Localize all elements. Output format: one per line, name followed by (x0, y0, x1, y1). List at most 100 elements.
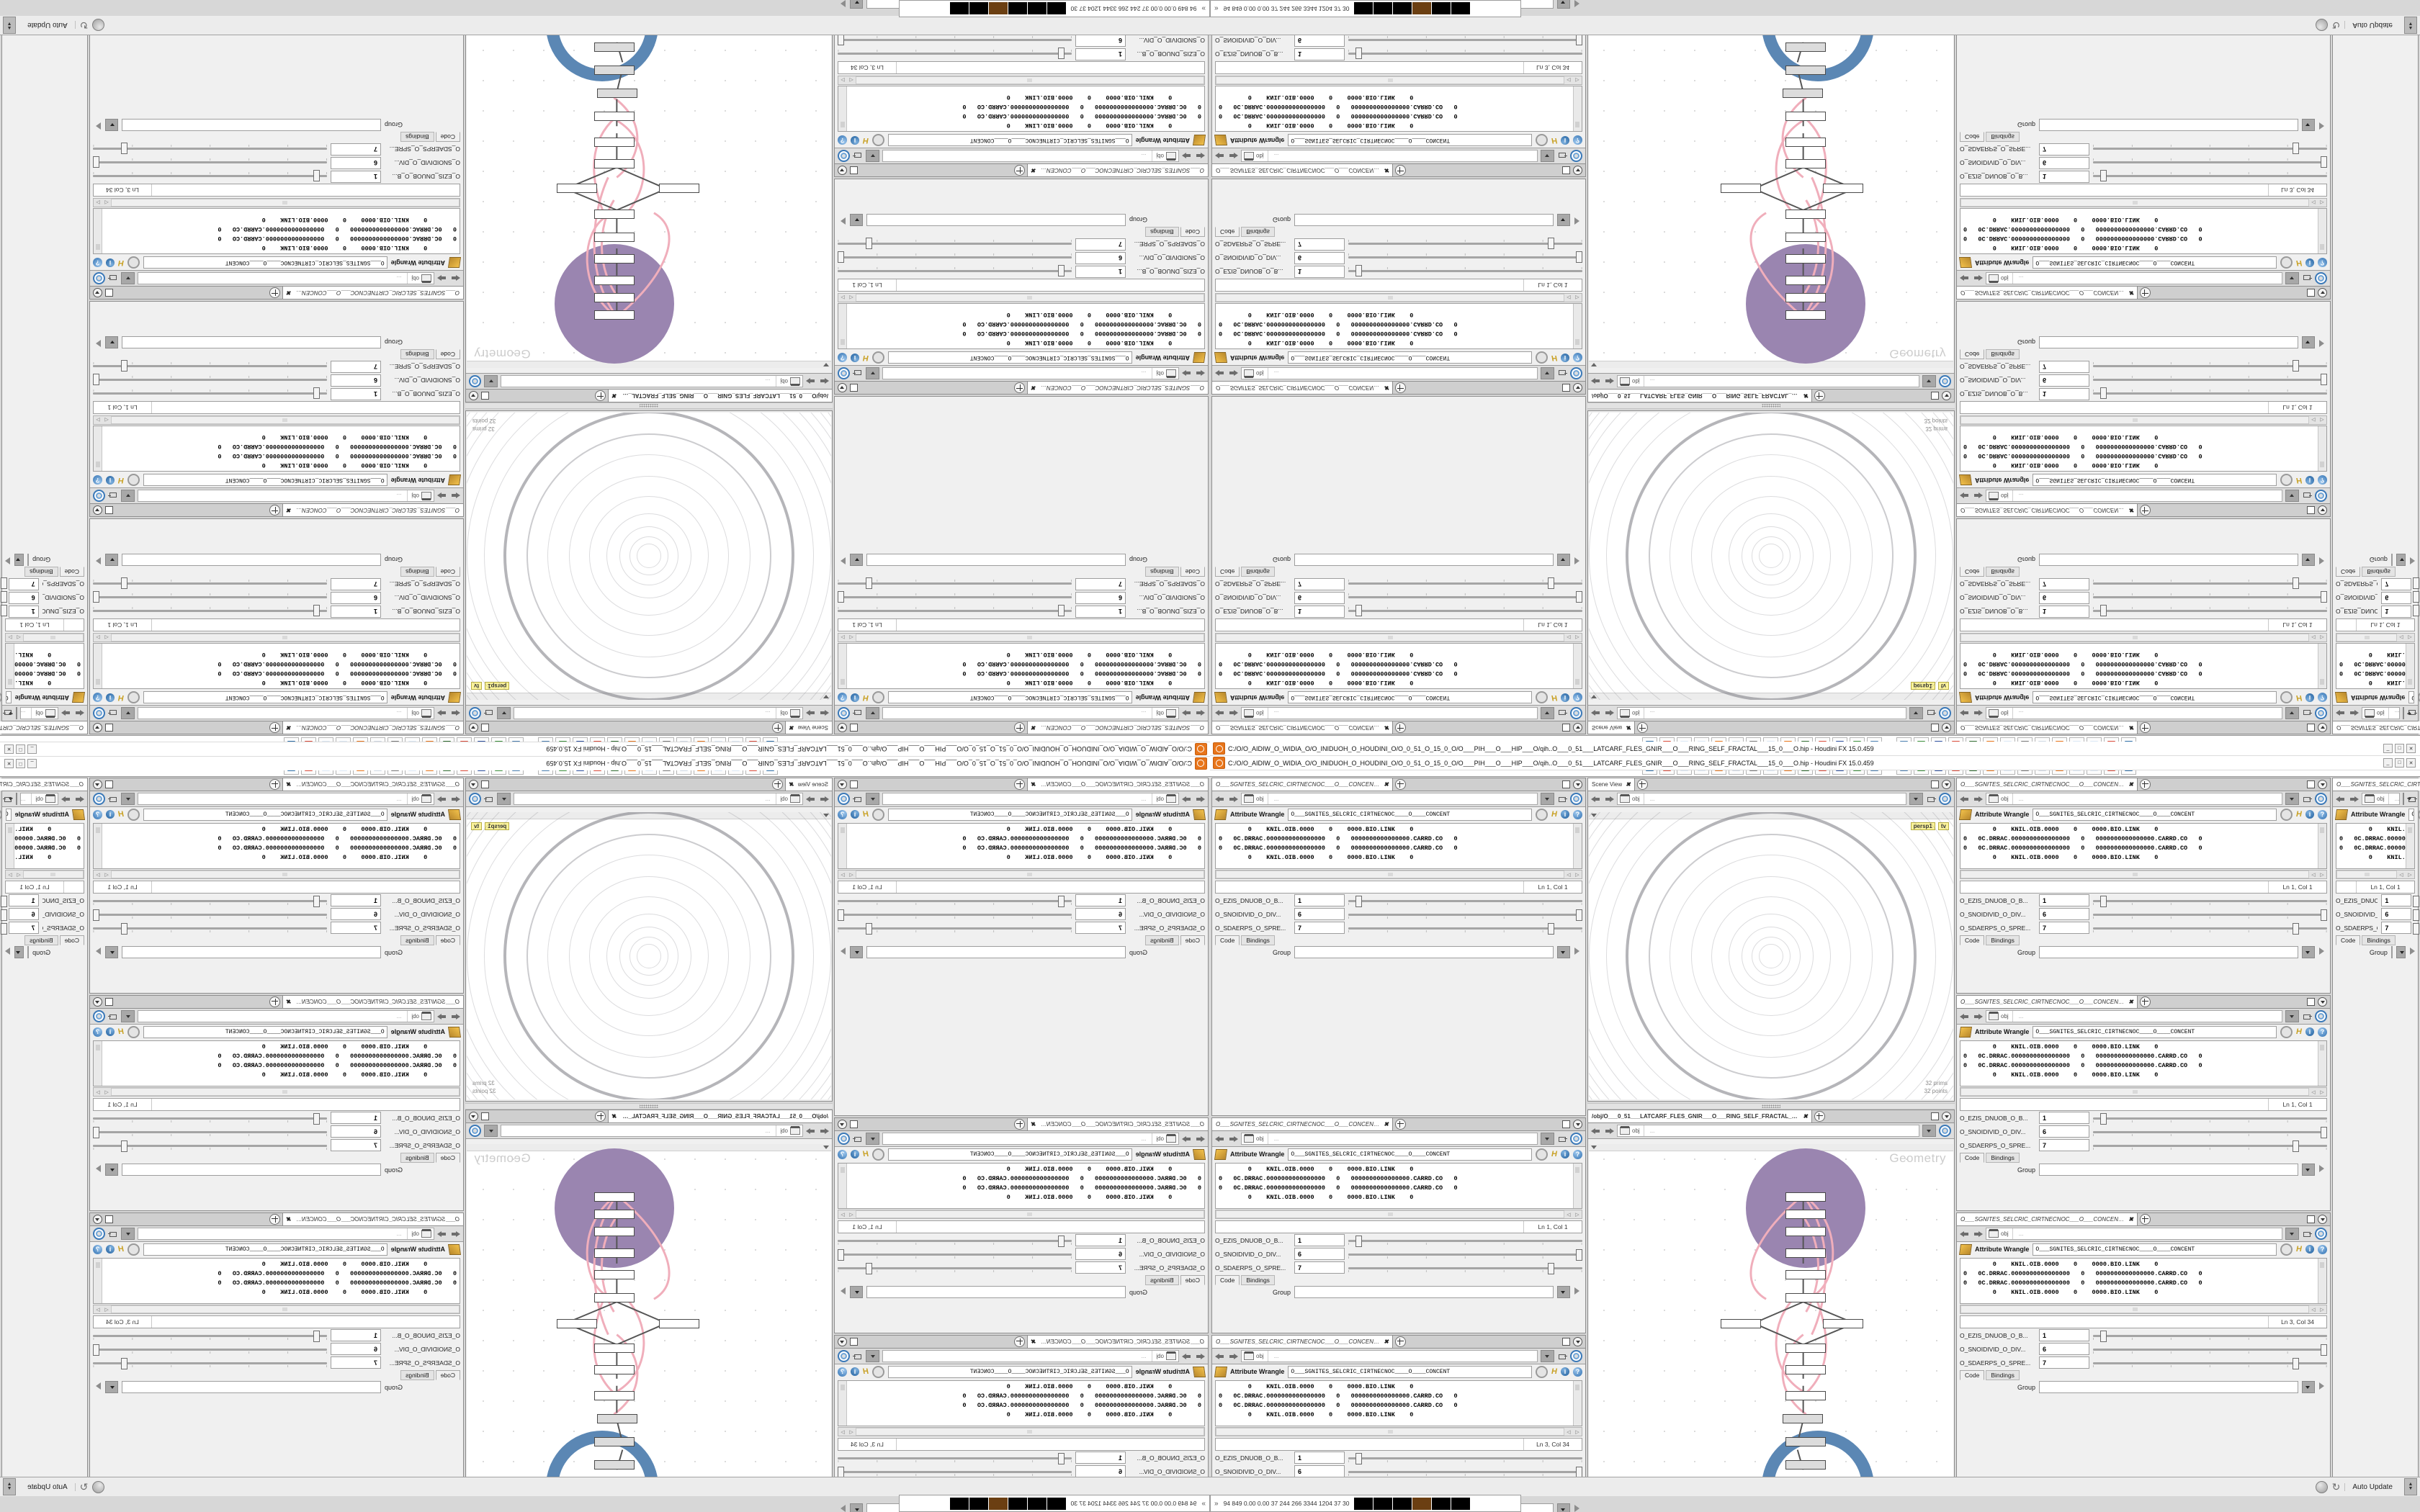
add-tab-icon[interactable] (1014, 1336, 1025, 1347)
network-node[interactable] (1785, 42, 1826, 52)
slider-knob[interactable] (1058, 265, 1065, 277)
info-icon[interactable]: i (1561, 354, 1569, 362)
slider-knob[interactable] (1355, 1452, 1362, 1464)
group-row[interactable]: Group (2, 945, 87, 959)
pane-tab-bar[interactable]: O___SGNITES_SELCRIC_CIRTNECNOC___O___CON… (835, 721, 1208, 734)
editor-resize-grip[interactable] (2318, 1041, 2326, 1086)
network-node[interactable] (1785, 1460, 1826, 1470)
parameter-value-input[interactable]: 6 (2381, 908, 2411, 920)
parameter-row[interactable]: O_SNOIDIVID_O_DIV...6 (1212, 907, 1585, 921)
pane-controls[interactable] (835, 164, 858, 176)
vex-code-text[interactable]: 0 KNIL.OIB.0000 0 0000.BIO.LINK 0 0 0C.D… (1219, 311, 1458, 346)
back-arrow-icon[interactable] (1195, 1352, 1205, 1361)
path-field[interactable]: obj ... (514, 793, 803, 805)
path-bar[interactable]: obj ... (1588, 791, 1954, 807)
path-dropdown-icon[interactable] (866, 707, 879, 719)
editor-resize-grip[interactable] (94, 209, 102, 253)
scroll-right-icon[interactable]: ▷ (841, 634, 845, 640)
context-chip[interactable]: obj (1986, 708, 2013, 719)
pane-tab-bar[interactable]: /obj/O___0_51___LATCARF_FLES_GNIR___O___… (1588, 1110, 1954, 1123)
group-input[interactable] (866, 214, 1126, 226)
houdini-h-icon[interactable]: H (1551, 1367, 1557, 1376)
info-icon[interactable]: i (2305, 1027, 2314, 1036)
close-icon[interactable]: ✖ (1384, 1121, 1389, 1128)
editor-resize-grip[interactable] (6, 824, 14, 868)
slider-knob[interactable] (1, 895, 7, 907)
help-icon[interactable]: ? (838, 353, 847, 363)
pin-icon[interactable] (1926, 795, 1936, 804)
maximize-pane-icon[interactable] (105, 1215, 113, 1223)
editor-resize-grip[interactable] (2406, 824, 2414, 868)
slider-knob[interactable] (1058, 895, 1065, 907)
parameter-value-input[interactable]: 7 (2039, 361, 2089, 373)
slider-knob[interactable] (1355, 895, 1362, 907)
param-tab-code[interactable]: Code (1215, 1275, 1240, 1285)
editor-resize-grip[interactable] (1573, 304, 1582, 348)
slider-knob[interactable] (2413, 909, 2419, 921)
slider-knob[interactable] (93, 156, 100, 168)
pane-controls[interactable] (2307, 287, 2330, 299)
back-arrow-icon[interactable] (1591, 1127, 1601, 1135)
pane-controls[interactable] (90, 1213, 113, 1225)
vex-code-text[interactable]: 0 KNIL.OIB.0000 0 0000.BIO.LINK 0 0 0C.D… (218, 1261, 457, 1296)
refresh-icon[interactable]: ↻ (79, 1480, 89, 1493)
tab-parameters[interactable]: O___SGNITES_SELCRIC_CIRTNECNOC___O___CON… (1027, 1118, 1208, 1130)
scroll-right-icon[interactable]: ▷ (841, 872, 845, 878)
maximize-pane-icon[interactable] (481, 1112, 489, 1120)
gear-icon[interactable] (871, 808, 884, 821)
parameter-value-input[interactable]: 7 (1075, 578, 1126, 590)
help-icon[interactable]: ? (2318, 475, 2327, 485)
gear-icon[interactable] (2280, 256, 2293, 269)
param-tab-bindings[interactable]: Bindings (1986, 567, 2020, 577)
param-tab-bindings[interactable]: Bindings (1986, 935, 2020, 945)
tab-parameters[interactable]: O___SGNITES_SELCRIC_CIRTNECNOC___O___CON… (282, 996, 463, 1008)
window-titlebar[interactable]: C:/O/O_AIDIW_O_WIDIA_O/O_INIDUOH_O_HOUDI… (1210, 742, 2420, 756)
info-icon[interactable]: i (1561, 1367, 1569, 1376)
parameter-slider[interactable] (838, 48, 1072, 60)
param-tab-code[interactable]: Code (1180, 935, 1205, 945)
stats-chevron-icon[interactable]: » (1201, 1499, 1206, 1508)
parameter-value-input[interactable]: 1 (1075, 1234, 1126, 1246)
parameter-row[interactable]: O_SNOIDIVID_O_DIV...6 (90, 591, 463, 605)
slider-knob[interactable] (2100, 170, 2107, 182)
parameter-row[interactable]: O_SDAERPS_O_SPRE...7 (90, 1138, 463, 1152)
node-name-input[interactable]: O___SGNITES_SELCRIC_CIRTNECNOC____O____C… (1288, 808, 1533, 821)
parameter-slider[interactable] (838, 238, 1072, 250)
group-row[interactable]: Group (1957, 118, 2330, 132)
add-tab-icon[interactable] (1395, 1119, 1406, 1130)
context-chip[interactable]: obj (1618, 376, 1644, 387)
vex-code-text[interactable]: 0 KNIL.OIB.0000 0 0000.BIO.LINK 0 0 0C.D… (1219, 1383, 1458, 1418)
cursor-arrow-icon[interactable] (93, 338, 102, 347)
parameter-slider[interactable] (2093, 591, 2327, 603)
group-input[interactable] (1294, 554, 1554, 566)
pane-menu-icon[interactable] (1573, 383, 1582, 392)
path-field[interactable]: obj ... (138, 1228, 434, 1240)
window-buttons[interactable]: _ □ ✕ (0, 759, 37, 768)
forward-arrow-icon[interactable] (1182, 795, 1192, 804)
horizontal-splitter[interactable] (1587, 402, 1955, 409)
back-arrow-icon[interactable] (1195, 1135, 1205, 1143)
path-field[interactable]: obj ... (882, 707, 1179, 719)
tab-parameters[interactable]: O___SGNITES_SELCRIC_CIRTNECNOC___O___CON… (1957, 778, 2138, 791)
path-dropdown-icon[interactable] (2285, 707, 2299, 719)
vex-code-editor[interactable]: 0 KNIL.OIB.0000 0 0000.BIO.LINK 0 0 0C.D… (93, 1258, 460, 1304)
tab-parameters[interactable]: O___SGNITES_SELCRIC_CIRTNECNOC___O___CON… (1212, 1118, 1393, 1130)
houdini-spiral-icon[interactable] (1939, 375, 1951, 387)
pin-icon[interactable] (853, 152, 863, 161)
parameter-row[interactable]: O_SNOIDIVID_O_DIV...6 (1957, 1342, 2330, 1356)
parameter-slider[interactable] (1348, 238, 1582, 250)
close-icon[interactable]: ✖ (1031, 384, 1036, 391)
code-horizontal-scrollbar[interactable]: ◁ ▷ (1215, 76, 1582, 85)
pane-controls[interactable] (466, 390, 489, 402)
houdini-spiral-icon[interactable] (838, 1350, 850, 1362)
network-node[interactable] (1785, 1227, 1826, 1236)
slider-knob[interactable] (313, 1330, 320, 1342)
pane-tab-bar[interactable]: O___SGNITES_SELCRIC_CIRTNECNOC___O___CON… (90, 1213, 463, 1226)
parameter-slider[interactable] (1348, 1248, 1582, 1261)
path-field[interactable]: obj ... (501, 1125, 803, 1137)
pin-icon[interactable] (3, 795, 13, 804)
parameter-value-input[interactable]: 7 (2039, 1356, 2089, 1369)
param-tab-code[interactable]: Code (435, 567, 460, 577)
